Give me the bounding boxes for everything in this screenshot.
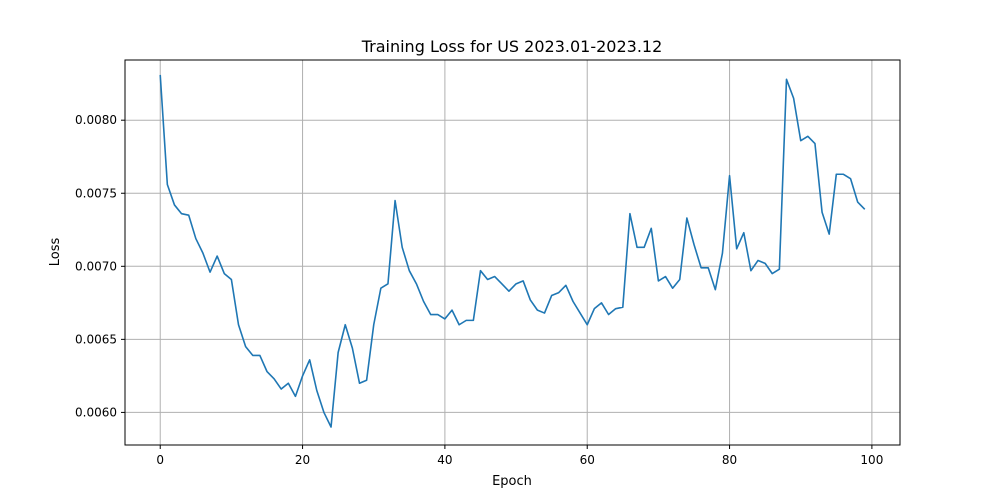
y-tick-label: 0.0075: [75, 186, 117, 200]
x-tick-label: 0: [156, 453, 164, 467]
series-layer: [159, 74, 866, 428]
y-axis: 0.0060 0.0065 0.0070 0.0075 0.0080: [75, 113, 125, 419]
y-tick-label: 0.0080: [75, 113, 117, 127]
x-tick-label: 40: [437, 453, 452, 467]
x-tick-label: 100: [860, 453, 883, 467]
x-tick-label: 20: [295, 453, 310, 467]
chart-title: Training Loss for US 2023.01-2023.12: [361, 37, 663, 56]
series-line: [159, 74, 866, 428]
y-tick-label: 0.0065: [75, 332, 117, 346]
x-axis: 0 20 40 60 80 100: [156, 445, 883, 467]
x-tick-label: 80: [722, 453, 737, 467]
x-tick-label: 60: [580, 453, 595, 467]
y-axis-label: Loss: [48, 238, 63, 267]
y-tick-label: 0.0070: [75, 259, 117, 273]
grid: [125, 60, 900, 445]
x-axis-label: Epoch: [492, 474, 532, 489]
plot-frame: [124, 59, 901, 446]
y-tick-label: 0.0060: [75, 405, 117, 419]
